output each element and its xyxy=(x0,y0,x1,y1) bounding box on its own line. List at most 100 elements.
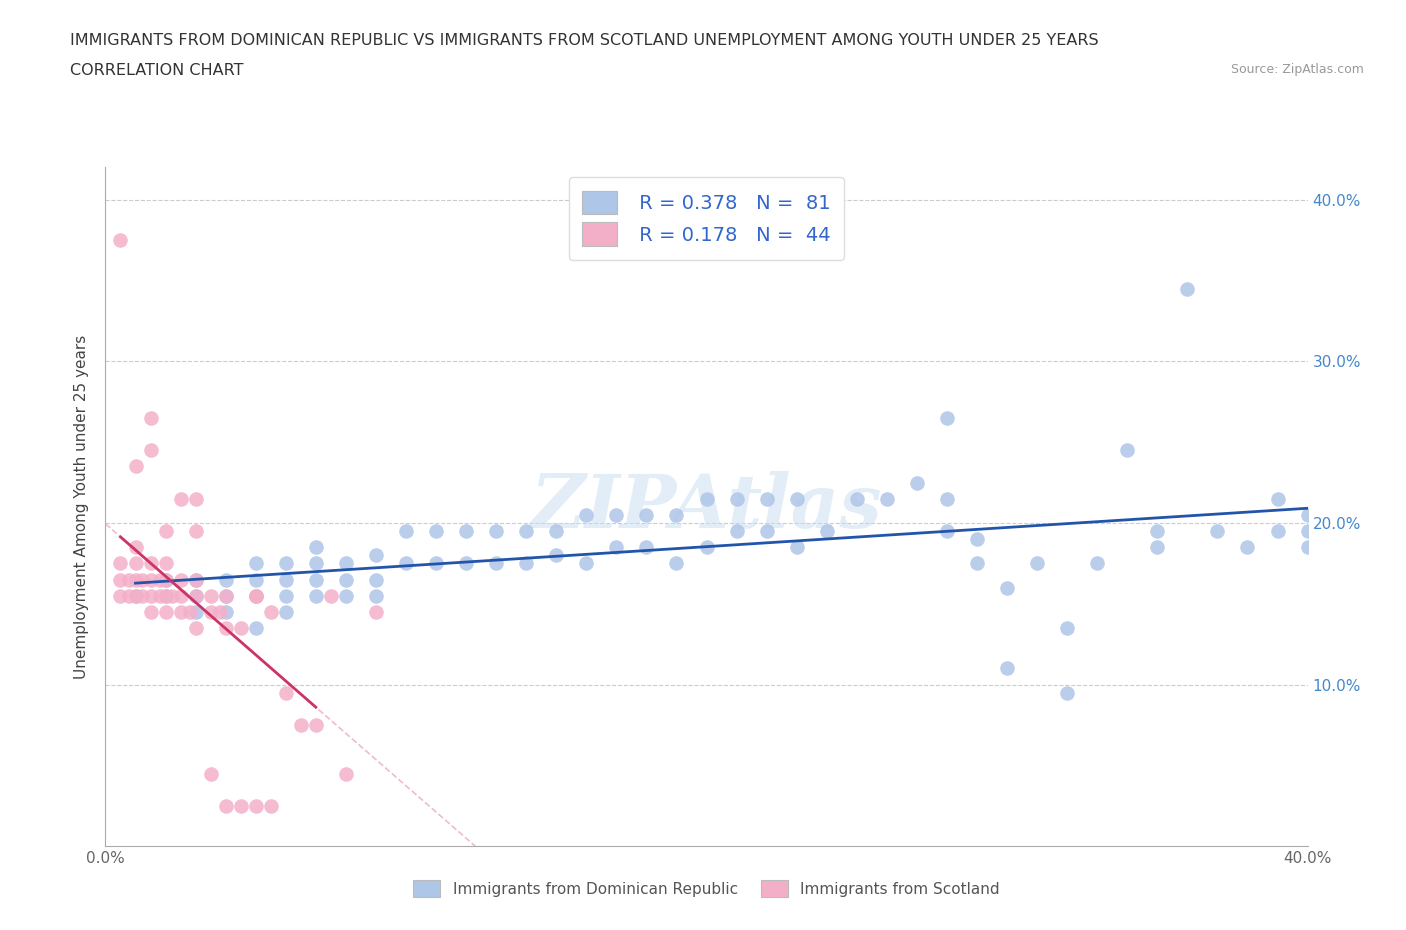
Point xyxy=(815,524,838,538)
Point xyxy=(110,589,132,604)
Point xyxy=(755,524,778,538)
Point xyxy=(169,491,191,506)
Point xyxy=(290,718,312,733)
Point xyxy=(245,589,267,604)
Point xyxy=(395,524,418,538)
Point xyxy=(139,589,162,604)
Point xyxy=(229,799,252,814)
Point xyxy=(966,556,988,571)
Point xyxy=(214,589,236,604)
Point xyxy=(364,572,387,587)
Point xyxy=(184,589,207,604)
Point xyxy=(131,589,153,604)
Point xyxy=(1206,524,1229,538)
Point xyxy=(1056,685,1078,700)
Point xyxy=(546,524,568,538)
Point xyxy=(155,572,177,587)
Point xyxy=(184,572,207,587)
Point xyxy=(575,508,598,523)
Point xyxy=(905,475,928,490)
Point xyxy=(110,556,132,571)
Point xyxy=(184,604,207,619)
Point xyxy=(305,539,328,554)
Point xyxy=(124,589,146,604)
Point xyxy=(1085,556,1108,571)
Point xyxy=(696,539,718,554)
Point xyxy=(155,556,177,571)
Point xyxy=(148,572,170,587)
Point xyxy=(229,620,252,635)
Point xyxy=(169,572,191,587)
Point xyxy=(169,589,191,604)
Point xyxy=(184,491,207,506)
Point xyxy=(139,443,162,458)
Point xyxy=(305,572,328,587)
Point xyxy=(1296,539,1319,554)
Point xyxy=(245,620,267,635)
Point xyxy=(274,604,297,619)
Point xyxy=(725,491,748,506)
Point xyxy=(118,572,141,587)
Point xyxy=(148,589,170,604)
Point xyxy=(200,589,222,604)
Point xyxy=(139,572,162,587)
Point xyxy=(876,491,898,506)
Point xyxy=(200,604,222,619)
Point xyxy=(636,508,658,523)
Point xyxy=(845,491,868,506)
Point xyxy=(995,661,1018,676)
Point xyxy=(395,556,418,571)
Point xyxy=(1116,443,1139,458)
Point xyxy=(364,548,387,563)
Point xyxy=(1296,524,1319,538)
Point xyxy=(966,532,988,547)
Point xyxy=(546,548,568,563)
Point xyxy=(155,589,177,604)
Point xyxy=(485,524,508,538)
Point xyxy=(139,604,162,619)
Point xyxy=(1146,524,1168,538)
Text: Source: ZipAtlas.com: Source: ZipAtlas.com xyxy=(1230,63,1364,76)
Point xyxy=(245,799,267,814)
Point xyxy=(936,524,959,538)
Point xyxy=(155,604,177,619)
Point xyxy=(665,508,688,523)
Point xyxy=(1056,620,1078,635)
Point xyxy=(110,232,132,247)
Point xyxy=(139,556,162,571)
Point xyxy=(214,604,236,619)
Point xyxy=(755,491,778,506)
Point xyxy=(605,508,627,523)
Point xyxy=(184,589,207,604)
Point xyxy=(319,589,342,604)
Point xyxy=(124,572,146,587)
Text: ZIPAtlas: ZIPAtlas xyxy=(530,471,883,543)
Text: CORRELATION CHART: CORRELATION CHART xyxy=(70,63,243,78)
Point xyxy=(1146,539,1168,554)
Point xyxy=(245,572,267,587)
Point xyxy=(260,604,283,619)
Point xyxy=(575,556,598,571)
Point xyxy=(214,589,236,604)
Point xyxy=(636,539,658,554)
Point xyxy=(786,539,808,554)
Point xyxy=(214,620,236,635)
Point xyxy=(335,572,357,587)
Point xyxy=(110,572,132,587)
Point xyxy=(1267,491,1289,506)
Point xyxy=(1296,508,1319,523)
Point xyxy=(725,524,748,538)
Point xyxy=(335,556,357,571)
Point xyxy=(425,524,447,538)
Point xyxy=(335,766,357,781)
Point xyxy=(214,572,236,587)
Point xyxy=(454,556,477,571)
Point xyxy=(936,410,959,425)
Point xyxy=(665,556,688,571)
Point xyxy=(305,556,328,571)
Point xyxy=(1236,539,1258,554)
Point xyxy=(139,410,162,425)
Point xyxy=(1267,524,1289,538)
Point xyxy=(155,589,177,604)
Point xyxy=(274,556,297,571)
